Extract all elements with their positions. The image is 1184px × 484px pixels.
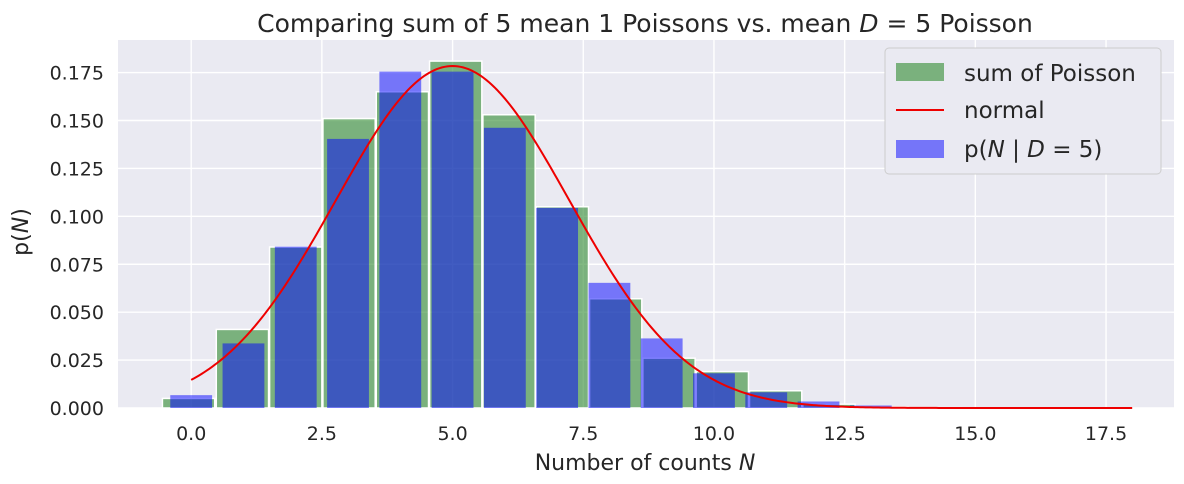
- legend-label-normal: normal: [964, 98, 1045, 124]
- y-tick-label: 0.000: [50, 398, 104, 420]
- y-tick-label: 0.125: [50, 158, 104, 180]
- legend-swatch-poisson-d5: [896, 140, 944, 158]
- x-tick-labels: 0.0 2.5 5.0 7.5 10.0 12.5 15.0 17.5: [176, 423, 1127, 445]
- legend-swatch-sum-of-poisson: [896, 63, 944, 81]
- poisson-d5-bar: [274, 246, 317, 408]
- poisson-d5-bar: [379, 71, 422, 408]
- poisson-d5-bar: [536, 207, 579, 408]
- poisson-d5-bar: [431, 71, 474, 408]
- x-tick-label: 0.0: [176, 423, 206, 445]
- y-axis-title: p(N): [9, 208, 34, 256]
- poisson-d5-bar: [640, 338, 683, 408]
- x-tick-label: 10.0: [693, 423, 735, 445]
- y-tick-label: 0.100: [50, 206, 104, 228]
- poisson-d5-bar: [483, 127, 526, 409]
- x-tick-label: 7.5: [568, 423, 598, 445]
- y-tick-label: 0.075: [50, 254, 104, 276]
- normal-curve-line: [190, 65, 1133, 409]
- y-tick-label: 0.150: [50, 111, 104, 133]
- poisson-d5-bar: [693, 373, 735, 408]
- x-tick-label: 2.5: [307, 423, 337, 445]
- legend: sum of Poisson normal p(N | D = 5): [884, 47, 1162, 175]
- x-tick-label: 12.5: [823, 423, 865, 445]
- x-tick-label: 5.0: [437, 423, 467, 445]
- poisson-d5-bar: [327, 138, 369, 408]
- chart-title: Comparing sum of 5 mean 1 Poissons vs. m…: [257, 9, 1033, 38]
- x-tick-label: 17.5: [1085, 423, 1127, 445]
- y-tick-label: 0.050: [50, 302, 104, 324]
- legend-label-poisson-d5: p(N | D = 5): [964, 137, 1102, 163]
- x-axis-title: Number of counts N: [535, 451, 756, 476]
- x-tick-label: 15.0: [954, 423, 996, 445]
- legend-box: [884, 47, 1162, 175]
- y-tick-label: 0.025: [50, 350, 104, 372]
- y-tick-labels: 0.000 0.025 0.050 0.075 0.100 0.125 0.150 0.175: [50, 63, 104, 420]
- poisson-d5-bar: [222, 343, 265, 408]
- poisson-d5-bars: [170, 71, 1049, 409]
- legend-label-sum-of-poisson: sum of Poisson: [964, 61, 1136, 87]
- poisson-d5-bar: [588, 282, 631, 408]
- poisson-d5-bar: [170, 395, 213, 408]
- y-tick-label: 0.175: [50, 63, 104, 85]
